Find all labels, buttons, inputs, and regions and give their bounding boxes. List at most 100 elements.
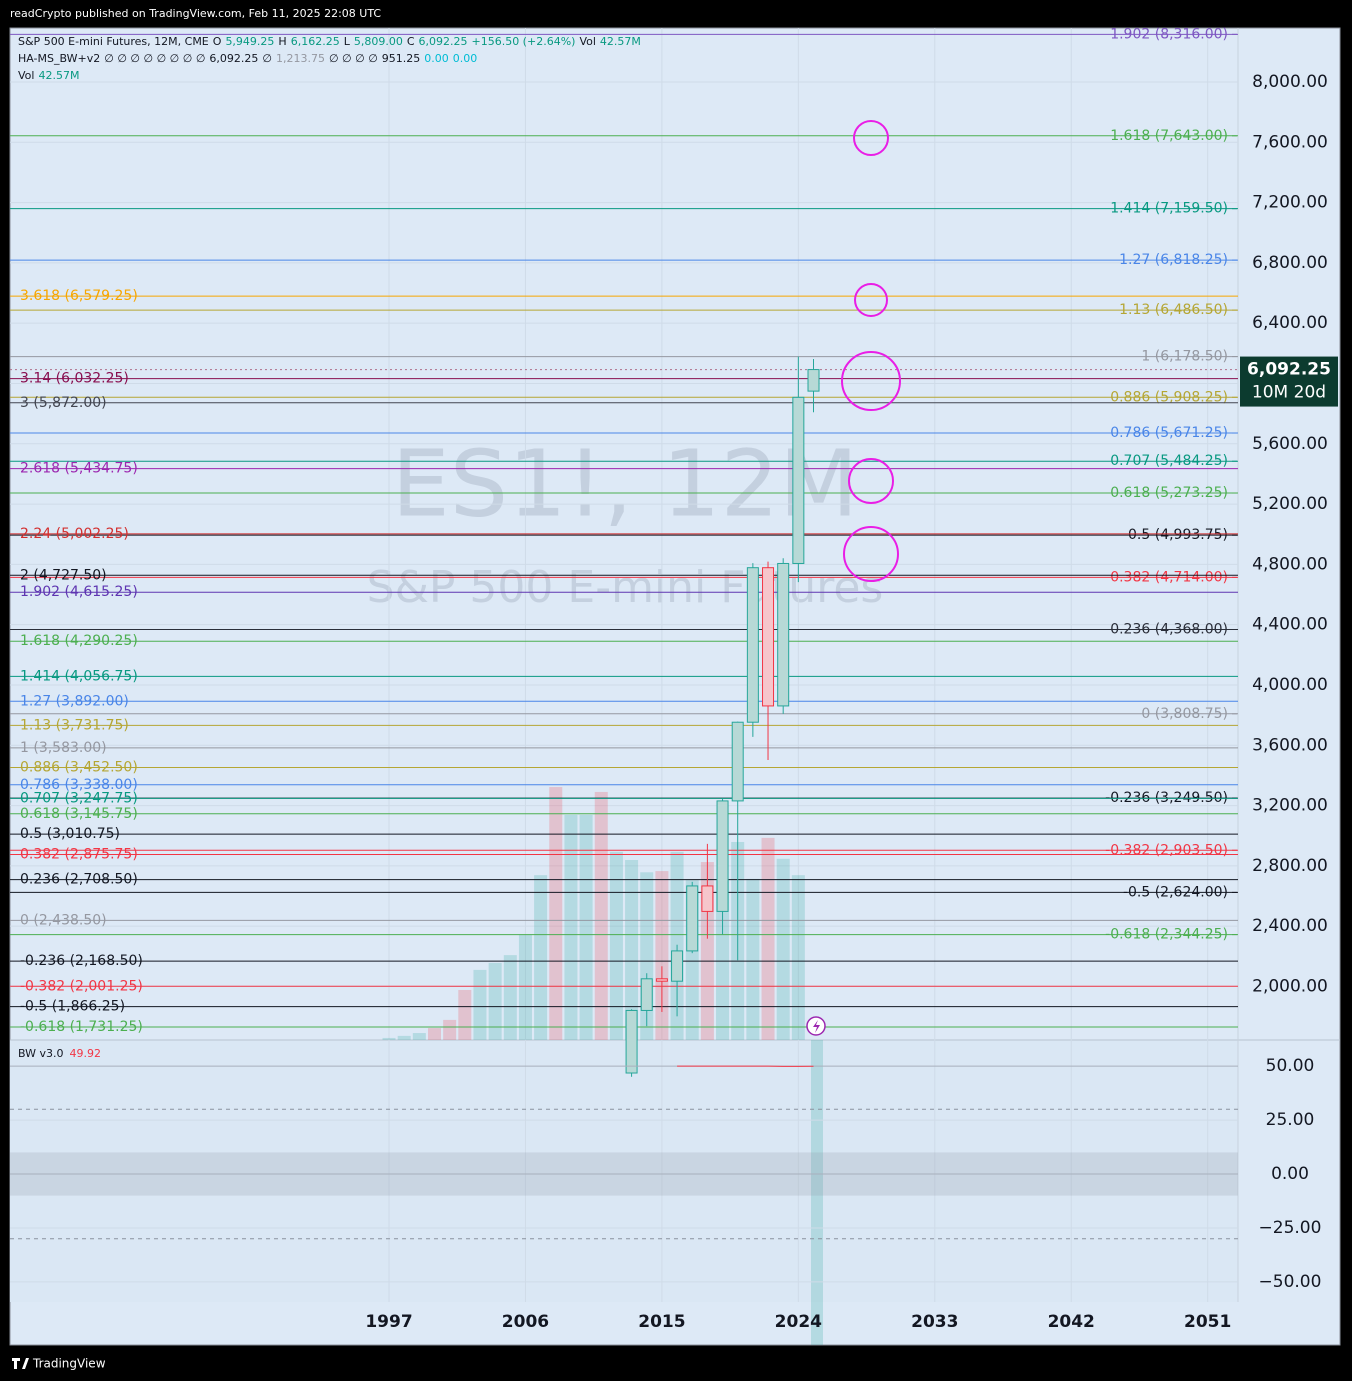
legend-item: Vol	[18, 69, 34, 82]
fib-label: 1 (3,583.00)	[20, 740, 107, 756]
candle-body	[625, 1009, 638, 1074]
fib-label: 1.902 (8,316.00)	[1110, 26, 1228, 42]
fib-label: 2.24 (5,002.25)	[20, 526, 129, 542]
legend-item: 6,092.25	[209, 52, 258, 65]
x-tick-label: 1997	[365, 1312, 412, 1332]
last-price-box	[1240, 356, 1338, 407]
fib-label: -0.5 (1,866.25)	[20, 999, 125, 1015]
fib-label: 1.27 (3,892.00)	[20, 693, 129, 709]
fib-label: 0.707 (5,484.25)	[1110, 453, 1228, 469]
fib-label: 1.414 (4,056.75)	[20, 668, 138, 684]
volume-bar	[609, 851, 623, 1040]
fib-label: 0.236 (2,708.50)	[20, 872, 138, 888]
legend-item: 0.00	[453, 52, 478, 65]
fib-label: 0.5 (4,993.75)	[1128, 527, 1228, 543]
volume-bar	[412, 1033, 426, 1040]
y-tick-label: 4,000.00	[1252, 675, 1328, 695]
fib-label: 0.236 (4,368.00)	[1110, 622, 1228, 638]
volume-bar	[776, 858, 790, 1040]
x-tick-label: 2024	[775, 1312, 822, 1332]
candle-body	[792, 396, 805, 564]
fib-label: 0.382 (2,875.75)	[20, 846, 138, 862]
fib-label: 0.886 (5,908.25)	[1110, 389, 1228, 405]
indicator-tick-label: 0.00	[1271, 1164, 1309, 1184]
y-tick-label: 5,200.00	[1252, 494, 1328, 514]
y-tick-label: 2,000.00	[1252, 976, 1328, 996]
y-tick-label: 6,400.00	[1252, 313, 1328, 333]
x-tick-label: 2051	[1184, 1312, 1231, 1332]
y-tick-label: 2,400.00	[1252, 916, 1328, 936]
legend-line: Vol 42.57M	[18, 69, 79, 82]
legend-item: 42.57M	[38, 69, 79, 82]
indicator-name: BW v3.0	[18, 1047, 64, 1060]
target-circle	[853, 120, 889, 156]
indicator-pane	[10, 1040, 1238, 1302]
fib-label: 1 (6,178.50)	[1141, 349, 1228, 365]
fib-label: 1.902 (4,615.25)	[20, 584, 138, 600]
fib-label: 0 (3,808.75)	[1141, 706, 1228, 722]
legend-item: Vol	[579, 35, 595, 48]
volume-bar	[458, 989, 472, 1040]
fib-label: 0.618 (5,273.25)	[1110, 485, 1228, 501]
target-circle	[843, 526, 899, 582]
x-tick-label: 2042	[1048, 1312, 1095, 1332]
fib-label: 1.27 (6,818.25)	[1119, 252, 1228, 268]
indicator-legend: BW v3.0 49.92	[18, 1047, 101, 1060]
fib-label: 3.14 (6,032.25)	[20, 371, 129, 387]
legend-item: 951.25	[382, 52, 421, 65]
legend-item: 6,162.25	[291, 35, 340, 48]
volume-bar	[761, 837, 775, 1040]
fib-label: 1.618 (4,290.25)	[20, 633, 138, 649]
target-circle	[848, 458, 894, 504]
legend-item: 1,213.75	[276, 52, 325, 65]
volume-bar	[397, 1035, 411, 1040]
legend-item: ∅	[262, 52, 272, 65]
volume-bar	[746, 878, 760, 1040]
y-tick-label: 4,400.00	[1252, 615, 1328, 635]
candle-body	[731, 721, 744, 802]
plot-layer: 1.902 (8,316.00) 1.618 (7,643.00) 1.414 (7…	[10, 26, 1238, 1302]
y-tick-label: 6,800.00	[1252, 253, 1328, 273]
fib-label: 1.618 (7,643.00)	[1110, 128, 1228, 144]
y-tick-label: 8,000.00	[1252, 72, 1328, 92]
legend-item: C	[407, 35, 415, 48]
x-tick-label: 2015	[638, 1312, 685, 1332]
legend-item: L	[344, 35, 351, 48]
fib-label: 3 (5,872.00)	[20, 395, 107, 411]
candle-body	[701, 885, 714, 912]
legend-item: ∅ ∅ ∅ ∅	[329, 52, 378, 65]
legend-item: +156.50 (+2.64%)	[471, 35, 575, 48]
fib-label: 0.786 (3,338.00)	[20, 777, 138, 793]
candle-body	[655, 978, 668, 982]
candle-body	[671, 950, 684, 982]
legend-line: HA-MS_BW+v2 ∅ ∅ ∅ ∅ ∅ ∅ ∅ ∅ 6,092.25 ∅ 1,213…	[18, 52, 477, 65]
legend-item: HA-MS_BW+v2	[18, 52, 100, 65]
candle-body	[807, 369, 820, 392]
y-tick-label: 5,600.00	[1252, 434, 1328, 454]
y-tick-label: 2,800.00	[1252, 856, 1328, 876]
y-tick-label: 3,600.00	[1252, 735, 1328, 755]
legend-item: 5,809.00	[354, 35, 403, 48]
fib-label: 1.414 (7,159.50)	[1110, 201, 1228, 217]
volume-bar	[443, 1019, 457, 1040]
fib-label: 0.5 (3,010.75)	[20, 826, 120, 842]
fib-label: 0.886 (3,452.50)	[20, 760, 138, 776]
fib-label: -0.236 (2,168.50)	[20, 953, 143, 969]
legend-item: 42.57M	[600, 35, 641, 48]
indicator-tick-label: 25.00	[1266, 1110, 1315, 1130]
volume-bar	[579, 814, 593, 1040]
indicator-tick-label: −25.00	[1259, 1218, 1322, 1238]
legend-item: 5,949.25	[225, 35, 274, 48]
y-tick-label: 7,200.00	[1252, 193, 1328, 213]
indicator-tick-label: 50.00	[1266, 1056, 1315, 1076]
header: readCrypto published on TradingView.com,…	[10, 7, 381, 20]
fib-label: -0.618 (2,344.25)	[1105, 927, 1228, 943]
volume-bar	[549, 787, 563, 1040]
target-circle	[854, 283, 888, 317]
fib-label: 1.13 (3,731.75)	[20, 717, 129, 733]
volume-bar	[564, 814, 578, 1040]
fib-label: 3.618 (6,579.25)	[20, 288, 138, 304]
fib-label: -0.5 (2,624.00)	[1123, 884, 1228, 900]
indicator-tick-label: −50.00	[1259, 1272, 1322, 1292]
